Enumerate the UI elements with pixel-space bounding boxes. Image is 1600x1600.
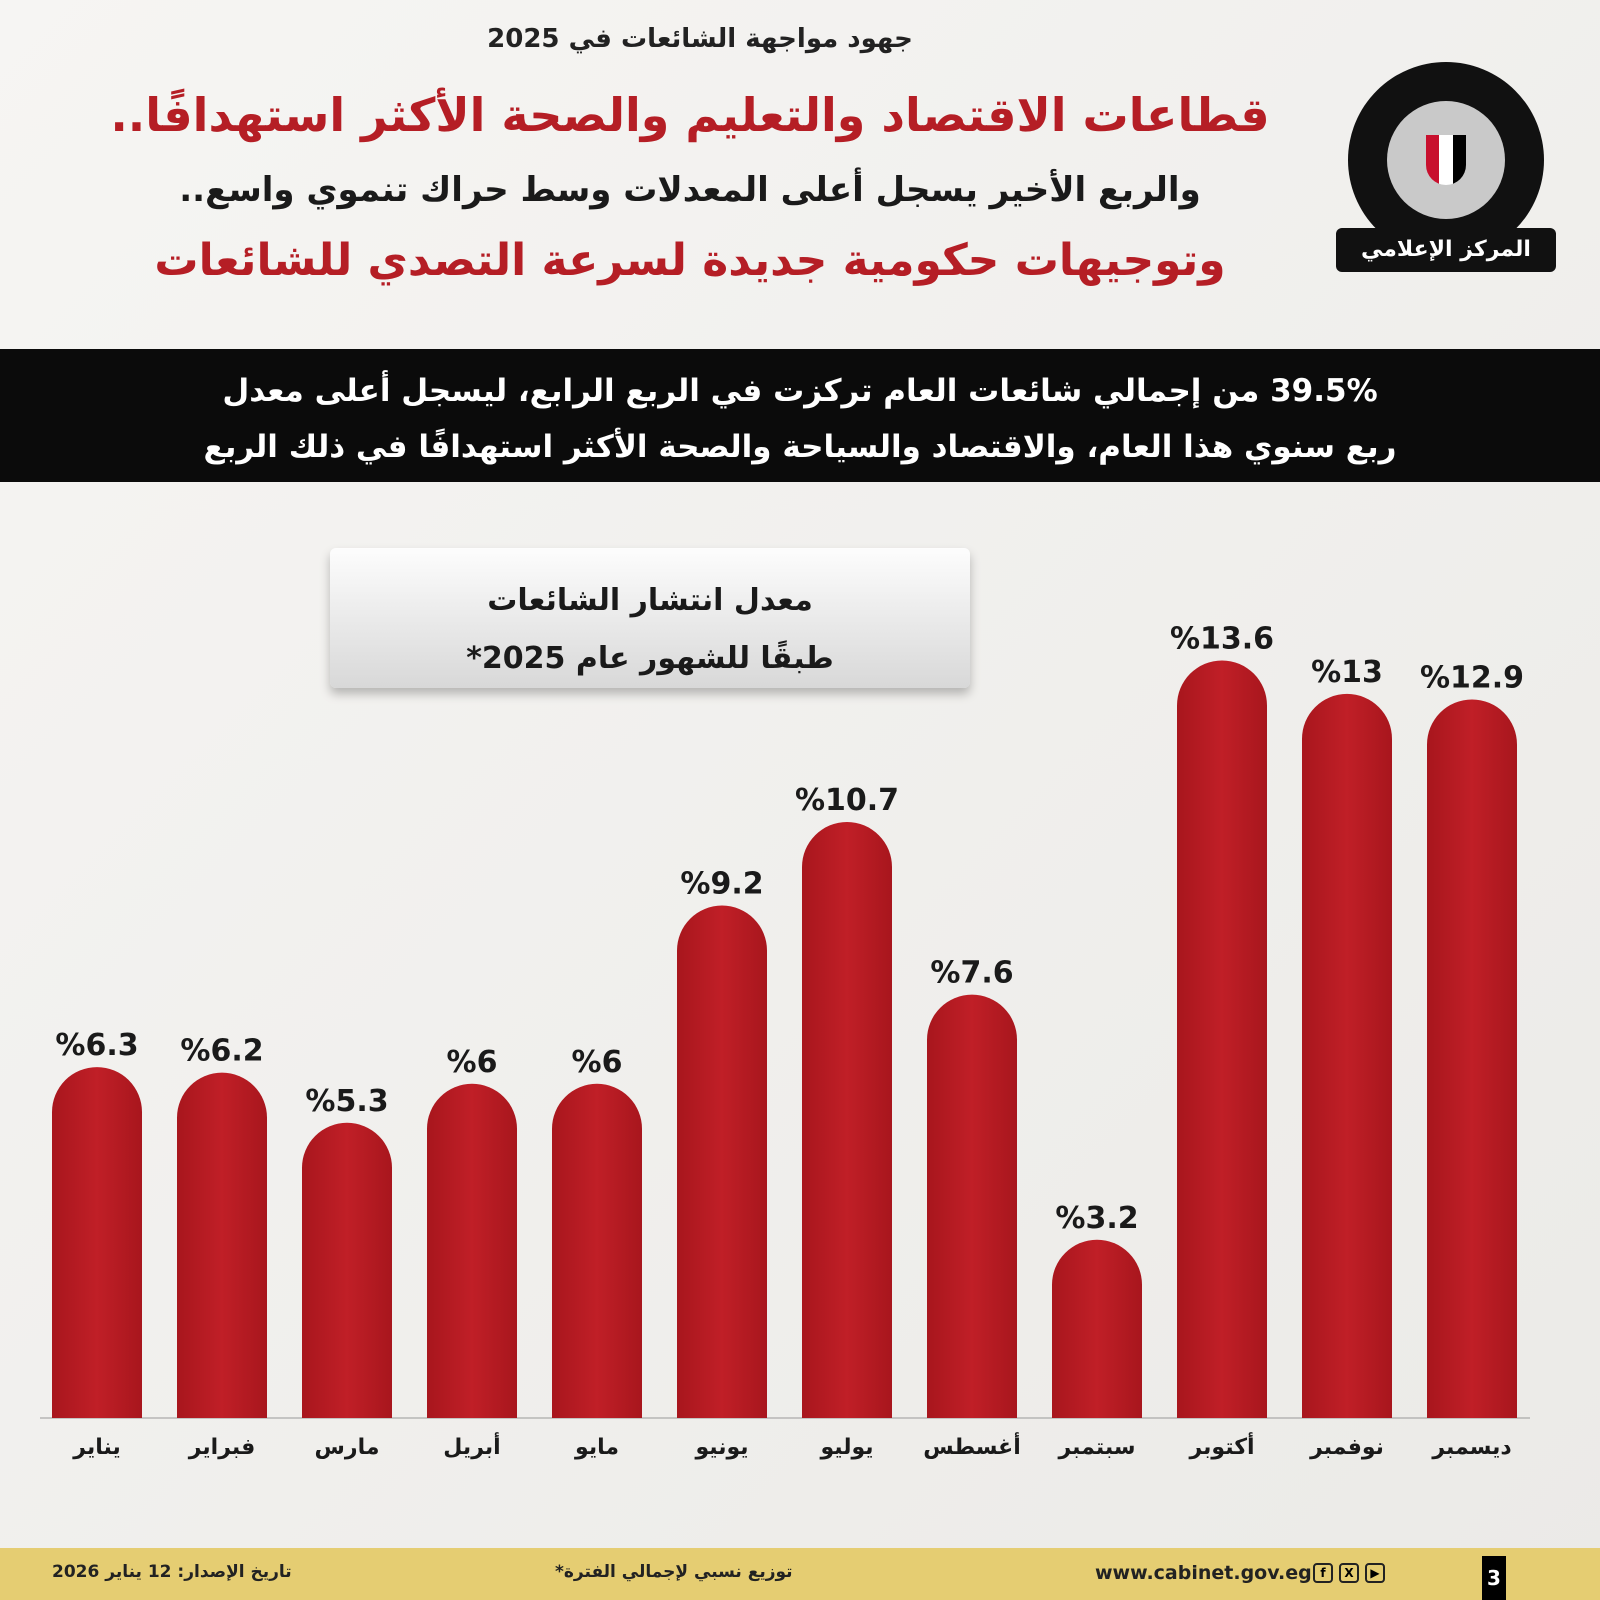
bar-2 (177, 1072, 267, 1418)
category-label: يونيو (694, 1435, 748, 1460)
data-label: %6 (447, 1045, 498, 1080)
data-label: %10.7 (795, 783, 899, 818)
category-label: يوليو (819, 1435, 873, 1460)
bar-7 (802, 822, 892, 1418)
category-label: يناير (72, 1435, 120, 1460)
data-label: %5.3 (305, 1084, 388, 1119)
category-label: ديسمبر (1431, 1435, 1511, 1460)
footer: تاريخ الإصدار: 12 يناير 2026 *توزيع نسبي… (0, 1548, 1600, 1600)
chart-subtitle: طبقًا للشهور عام 2025* (466, 641, 834, 676)
data-label: %6 (572, 1045, 623, 1080)
data-label: %3.2 (1055, 1201, 1138, 1236)
bar-9 (1052, 1239, 1142, 1418)
category-label: أبريل (443, 1431, 500, 1460)
bar-chart: %6.3 يناير %6.2 فبراير %5.3 مارس %6 أبريل %6 مايو… (40, 621, 1530, 1460)
data-label: %12.9 (1420, 660, 1524, 695)
footnote: *توزيع نسبي لإجمالي الفترة (555, 1562, 793, 1582)
summary-line-1: 39.5% من إجمالي شائعات العام تركزت في ال… (222, 373, 1378, 409)
category-label: سبتمبر (1057, 1435, 1135, 1460)
facebook-icon[interactable]: f (1313, 1563, 1333, 1583)
bar-5 (552, 1083, 642, 1418)
headline-2: وتوجيهات حكومية جديدة لسرعة التصدي للشائ… (154, 235, 1226, 286)
x-icon[interactable]: X (1339, 1563, 1359, 1583)
data-label: %7.6 (930, 956, 1013, 991)
category-label: أكتوبر (1188, 1431, 1254, 1460)
bar-11 (1302, 693, 1392, 1418)
category-label: مارس (315, 1435, 380, 1460)
bar-4 (427, 1083, 517, 1418)
summary-band: 39.5% من إجمالي شائعات العام تركزت في ال… (0, 349, 1600, 482)
page-number: 3 (1482, 1556, 1506, 1600)
headline: قطاعات الاقتصاد والتعليم والصحة الأكثر ا… (110, 88, 1270, 142)
subheadline: والربع الأخير يسجل أعلى المعدلات وسط حرا… (179, 170, 1201, 210)
youtube-icon[interactable]: ▶ (1365, 1563, 1385, 1583)
bar-6 (677, 905, 767, 1418)
website-link[interactable]: www.cabinet.gov.eg (1095, 1562, 1312, 1584)
summary-line-2: ربع سنوي هذا العام، والاقتصاد والسياحة و… (203, 429, 1397, 465)
bar-12 (1427, 699, 1517, 1418)
data-label: %9.2 (680, 867, 763, 902)
chart-title-scroll: معدل انتشار الشائعات طبقًا للشهور عام 20… (330, 548, 970, 688)
data-label: %6.2 (180, 1034, 263, 1069)
category-label: نوفمبر (1309, 1435, 1384, 1460)
category-label: مايو (574, 1435, 619, 1460)
bar-3 (302, 1122, 392, 1418)
category-label: فبراير (188, 1435, 256, 1460)
eagle-emblem-icon (1387, 101, 1505, 219)
data-label: %13 (1311, 655, 1383, 690)
data-label: %6.3 (55, 1028, 138, 1063)
media-center-logo: المركز الإعلامي (1336, 62, 1556, 272)
chart-title: معدل انتشار الشائعات (487, 583, 813, 618)
data-label: %13.6 (1170, 621, 1274, 656)
logo-ribbon: المركز الإعلامي (1336, 228, 1556, 272)
bar-8 (927, 994, 1017, 1418)
kicker: جهود مواجهة الشائعات في 2025 (487, 24, 913, 54)
category-label: أغسطس (923, 1431, 1021, 1460)
bar-1 (52, 1067, 142, 1418)
release-date: تاريخ الإصدار: 12 يناير 2026 (52, 1562, 292, 1582)
bar-10 (1177, 660, 1267, 1418)
